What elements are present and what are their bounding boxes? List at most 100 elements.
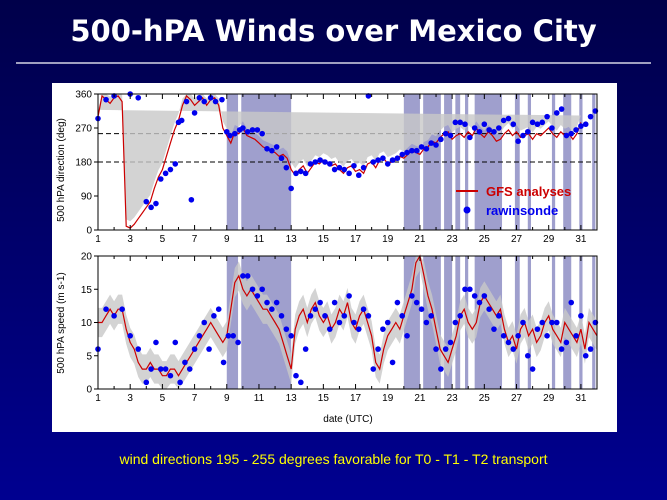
dir-rawinsonde-point: [491, 129, 497, 135]
spd-rawinsonde-point: [409, 293, 415, 299]
spd-rawinsonde-point: [539, 320, 545, 326]
chart-panel: 0 90 180 270 360 1 3 5 7 9 11 13 15 17 19 21 23 25 27 29 31 0…: [52, 83, 617, 432]
spd-rawinsonde-point: [111, 313, 117, 319]
spd-rawinsonde-point: [313, 306, 319, 312]
spd-rawinsonde-point: [399, 313, 405, 319]
legend-gfs-label: GFS analyses: [486, 184, 571, 199]
spd-xtick-label: 1: [95, 393, 101, 404]
dir-rawinsonde-point: [525, 129, 531, 135]
dir-rawinsonde-point: [163, 171, 169, 177]
dir-ytick-label: 270: [75, 124, 92, 135]
dir-rawinsonde-point: [219, 97, 225, 103]
spd-rawinsonde-point: [119, 306, 125, 312]
spd-rawinsonde-point: [327, 326, 333, 332]
legend-rawinsonde-label: rawinsonde: [486, 203, 558, 218]
dir-rawinsonde-point: [327, 161, 333, 167]
dir-rawinsonde-point: [148, 205, 154, 211]
dir-rawinsonde-point: [322, 159, 328, 165]
dir-rawinsonde-point: [313, 159, 319, 165]
slide-caption: wind directions 195 - 255 degrees favora…: [0, 451, 667, 467]
spd-ytick-label: 5: [86, 351, 92, 362]
dir-rawinsonde-point: [438, 137, 444, 143]
spd-rawinsonde-point: [226, 333, 232, 339]
spd-rawinsonde-point: [264, 300, 270, 306]
spd-rawinsonde-point: [240, 273, 246, 279]
legend-rawinsonde-swatch: [464, 207, 471, 214]
dir-rawinsonde-point: [227, 133, 233, 139]
spd-rawinsonde-point: [103, 306, 109, 312]
dir-rawinsonde-point: [544, 114, 550, 120]
dir-rawinsonde-point: [172, 161, 178, 167]
spd-xtick-label: 17: [350, 393, 362, 404]
spd-ytick-label: 0: [86, 385, 92, 396]
spd-rawinsonde-point: [370, 366, 376, 372]
dir-rawinsonde-point: [409, 148, 415, 154]
spd-rawinsonde-point: [293, 373, 299, 379]
spd-rawinsonde-point: [573, 333, 579, 339]
spd-rawinsonde-point: [549, 320, 555, 326]
spd-rawinsonde-point: [197, 333, 203, 339]
spd-rawinsonde-point: [520, 320, 526, 326]
spd-rawinsonde-point: [462, 286, 468, 292]
dir-xtick-label: 21: [414, 234, 426, 245]
dir-rawinsonde-point: [264, 146, 270, 152]
dir-rawinsonde-point: [578, 123, 584, 129]
dir-rawinsonde-point: [153, 201, 159, 207]
spd-rawinsonde-point: [127, 333, 133, 339]
spd-rawinsonde-point: [255, 293, 261, 299]
spd-rawinsonde-point: [588, 346, 594, 352]
dir-rawinsonde-point: [298, 169, 304, 175]
spd-rawinsonde-point: [491, 326, 497, 332]
spd-rawinsonde-point: [274, 300, 280, 306]
dir-rawinsonde-point: [274, 144, 280, 150]
spd-rawinsonde-point: [288, 333, 294, 339]
spd-rawinsonde-point: [564, 340, 570, 346]
dir-rawinsonde-point: [356, 172, 362, 178]
dir-rawinsonde-point: [520, 133, 526, 139]
dir-rawinsonde-point: [506, 116, 512, 122]
spd-rawinsonde-point: [568, 300, 574, 306]
spd-rawinsonde-point: [230, 333, 236, 339]
dir-rawinsonde-point: [568, 131, 574, 137]
dir-rawinsonde-point: [457, 120, 463, 126]
spd-rawinsonde-point: [308, 313, 314, 319]
dir-rawinsonde-point: [337, 165, 343, 171]
dir-ytick-label: 180: [75, 158, 92, 169]
dir-rawinsonde-point: [158, 176, 164, 182]
dir-rawinsonde-point: [375, 157, 381, 163]
dir-xtick-label: 15: [318, 234, 330, 245]
spd-rawinsonde-point: [250, 286, 256, 292]
spd-rawinsonde-point: [438, 366, 444, 372]
spd-rawinsonde-point: [346, 293, 352, 299]
dir-rawinsonde-point: [213, 99, 219, 105]
dir-rawinsonde-point: [269, 148, 275, 154]
dir-rawinsonde-point: [559, 106, 565, 112]
spd-rawinsonde-point: [211, 313, 217, 319]
spd-rawinsonde-point: [390, 360, 396, 366]
dir-rawinsonde-point: [197, 95, 203, 101]
dir-rawinsonde-point: [279, 155, 285, 161]
x-axis-label: date (UTC): [323, 414, 372, 425]
spd-rawinsonde-point: [554, 320, 560, 326]
spd-rawinsonde-point: [559, 346, 565, 352]
spd-rawinsonde-point: [501, 333, 507, 339]
spd-rawinsonde-point: [245, 273, 251, 279]
dir-rawinsonde-point: [351, 163, 357, 169]
dir-rawinsonde-point: [424, 146, 430, 152]
spd-rawinsonde-point: [506, 340, 512, 346]
dir-xtick-label: 1: [95, 234, 101, 245]
spd-rawinsonde-point: [163, 366, 169, 372]
dir-xtick-label: 3: [127, 234, 133, 245]
spd-rawinsonde-point: [515, 333, 521, 339]
spd-rawinsonde-point: [428, 313, 434, 319]
spd-rawinsonde-point: [153, 340, 159, 346]
dir-rawinsonde-point: [467, 135, 473, 141]
dir-rawinsonde-point: [143, 199, 149, 205]
dir-rawinsonde-point: [293, 171, 299, 177]
dir-rawinsonde-point: [433, 142, 439, 148]
spd-rawinsonde-point: [414, 300, 420, 306]
spd-rawinsonde-point: [148, 366, 154, 372]
dir-rawinsonde-point: [259, 131, 265, 137]
dir-rawinsonde-point: [554, 110, 560, 116]
